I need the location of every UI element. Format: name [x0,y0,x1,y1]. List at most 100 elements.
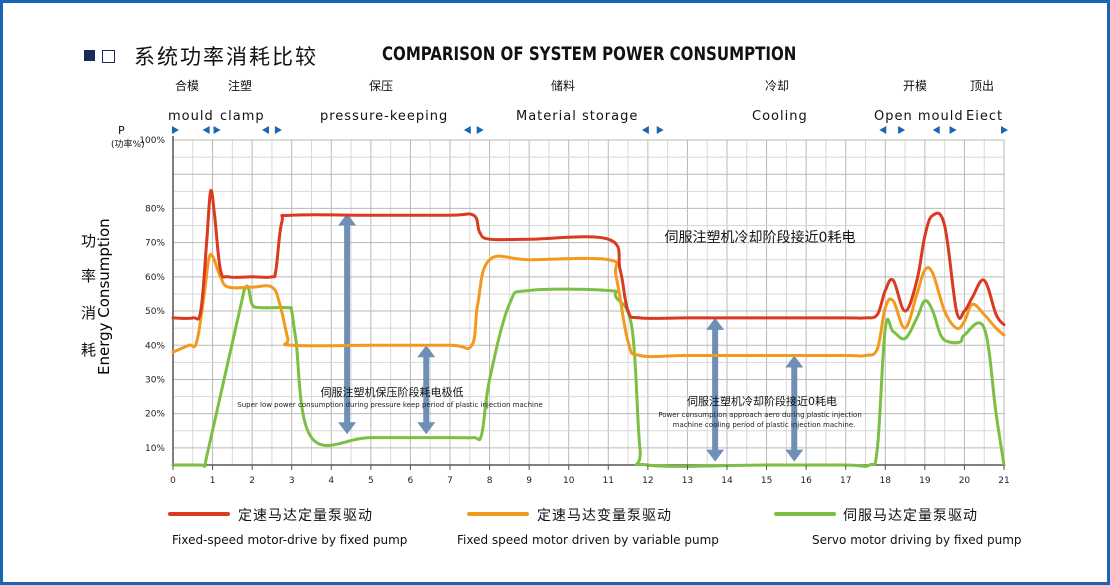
x-tick-label: 6 [408,476,414,486]
legend-cn-red: 定速马达定量泵驱动 [238,508,373,524]
arrow-shaft [791,365,798,452]
x-tick-label: 10 [563,476,575,486]
x-tick-label: 18 [880,476,892,486]
x-tick-label: 8 [487,476,493,486]
y-tick-label: 30% [145,375,165,385]
annotation-cool-cn: 伺服注塑机冷却阶段接近0耗电 [687,394,837,408]
phase-en-eject: Eiect [966,109,1004,124]
tick-labels: 0 1 2 3 4 5 6 7 8 9 10 11 12 13 14 15 16 17 18 19 20 2110%20%… [139,136,1009,486]
x-tick-label: 1 [210,476,216,486]
phase-cn-open: 开模 [903,79,928,93]
title-square-filled-icon [84,50,95,61]
legend-cn-green: 伺服马达定量泵驱动 [843,508,978,524]
annotation-cool-en2: machine cooling period of plastic inject… [673,421,856,429]
phase-en-storage: Material storage [516,109,639,124]
x-tick-label: 5 [368,476,374,486]
y-tick-label: 80% [145,204,165,214]
phase-marker-right-icon [171,126,179,134]
annotation-cooling-top: 伺服注塑机冷却阶段接近0耗电 [665,229,856,246]
phase-marker-right-icon [213,126,221,134]
chart-title-cn: 系统功率消耗比较 [134,45,318,69]
arrow-up-icon [338,213,357,226]
y-tick-label: 60% [145,273,165,283]
phase-marker-left-icon [202,126,210,134]
phase-marker-left-icon [932,126,940,134]
y-label-cn-3: 消 [81,304,97,322]
phase-marker-right-icon [656,126,664,134]
series-line-2 [171,284,1006,468]
arrow-shaft [712,327,719,452]
x-tick-label: 17 [840,476,851,486]
x-tick-label: 2 [249,476,255,486]
phase-cn-eject: 顶出 [970,79,995,93]
title-square-outline-icon [102,50,115,63]
y-axis-unit: (功率%) [111,140,145,150]
x-tick-label: 13 [682,476,693,486]
series-line-0 [171,188,1006,327]
phase-marker-right-icon [949,126,957,134]
phase-en-clamp: clamp [220,109,265,124]
phase-marker-right-icon [1001,126,1008,134]
phase-cn-inject: 注塑 [228,79,253,93]
series-line-1 [171,252,1006,359]
annotation-hold-en: Super low power consumption during press… [237,401,542,409]
annotation-hold-cn: 伺服注塑机保压阶段耗电极低 [321,385,464,399]
y-tick-label: 20% [145,410,165,420]
y-axis-symbol: P [118,124,125,137]
phase-cn-mould: 合模 [175,79,200,93]
y-tick-label: 70% [145,239,165,249]
arrow-group [338,213,804,462]
x-tick-label: 16 [800,476,812,486]
arrow-up-icon [706,317,725,330]
y-tick-label: 10% [145,444,165,454]
phase-markers [171,126,1008,134]
y-label-cn-1: 功 [81,232,97,250]
arrow-down-icon [785,449,804,462]
x-tick-label: 7 [447,476,453,486]
x-tick-label: 9 [526,476,532,486]
x-tick-label: 3 [289,476,295,486]
phase-en-cooling: Cooling [752,109,808,124]
arrow-up-icon [785,355,804,368]
chart-grid [172,136,1005,466]
y-tick-label: 40% [145,341,165,351]
phase-marker-right-icon [476,126,484,134]
legend-cn-orange: 定速马达变量泵驱动 [537,508,672,524]
x-tick-label: 20 [959,476,971,486]
y-label-cn-2: 率 [81,267,97,285]
x-tick-label: 19 [919,476,931,486]
x-tick-label: 21 [998,476,1009,486]
chart-title-en: COMPARISON OF SYSTEM POWER CONSUMPTION [382,43,797,65]
legend-line-green [774,512,836,516]
phase-en-open: Open mould [874,109,964,124]
legend-en-red: Fixed-speed motor-drive by fixed pump [172,533,408,547]
phase-en-mould: mould [168,109,214,124]
annotation-cool-en1: Power consumption approach aero during p… [658,411,862,419]
legend-en-green: Servo motor driving by fixed pump [812,533,1022,547]
phase-marker-left-icon [641,126,649,134]
phase-marker-right-icon [274,126,282,134]
y-tick-label: 50% [145,307,165,317]
y-tick-label: 100% [139,136,165,146]
arrow-down-icon [706,449,725,462]
x-tick-label: 11 [603,476,614,486]
y-label-cn-4: 耗 [81,341,97,359]
x-tick-label: 14 [721,476,733,486]
phase-marker-left-icon [261,126,269,134]
x-tick-label: 0 [170,476,176,486]
arrow-up-icon [417,345,436,358]
x-tick-label: 15 [761,476,772,486]
phase-cn-cooling: 冷却 [765,79,790,93]
arrow-down-icon [417,422,436,435]
phase-marker-left-icon [463,126,471,134]
legend-line-red [168,512,230,516]
arrow-shaft [423,355,430,425]
phase-marker-right-icon [898,126,906,134]
legend-en-orange: Fixed speed motor driven by variable pum… [457,533,719,547]
phase-en-hold: pressure-keeping [320,109,449,124]
phase-cn-storage: 储料 [551,79,576,93]
phase-cn-hold: 保压 [369,79,394,93]
legend-line-orange [467,512,529,516]
